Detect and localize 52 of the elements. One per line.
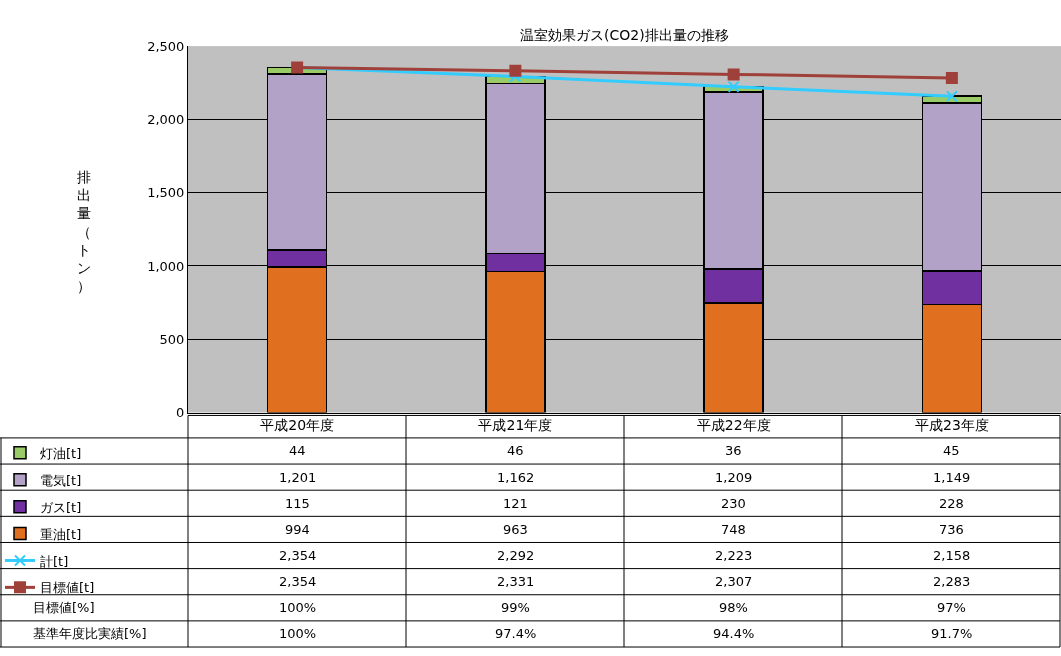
legend-label: ガス[t] <box>40 499 82 515</box>
text: 94.4% <box>713 626 755 641</box>
data-label: 228 <box>939 496 964 511</box>
y-axis-title: 排出量（トン） <box>77 169 91 295</box>
legend-label: 電気[t] <box>40 472 82 488</box>
text: 100% <box>279 600 317 615</box>
x-tick-label: 平成23年度 <box>914 417 989 434</box>
y-tick-label: 1,500 <box>147 185 185 201</box>
y-tick-label: 1,000 <box>147 258 185 274</box>
data-label: 2,292 <box>497 548 535 563</box>
x-tick-label: 平成21年度 <box>478 417 553 434</box>
y-tick-label: 2,000 <box>147 111 185 127</box>
data-label: 748 <box>721 522 746 537</box>
data-label: 2,331 <box>497 574 535 589</box>
data-label: 2,354 <box>279 548 317 563</box>
data-label: 2,307 <box>715 574 753 589</box>
chart-title: 温室効果ガス(CO2)排出量の推移 <box>520 27 729 43</box>
legend-label: 重油[t] <box>40 526 82 542</box>
y-tick-label: 500 <box>159 331 185 347</box>
text: 100% <box>279 626 317 641</box>
y-tick-label: 0 <box>176 405 185 421</box>
data-label: 230 <box>721 496 746 511</box>
data-label: 36 <box>725 443 742 458</box>
legend-label: 灯油[t] <box>40 445 82 461</box>
data-label: 963 <box>503 522 528 537</box>
data-label: 121 <box>503 496 528 511</box>
text: 99% <box>501 600 530 615</box>
text: 91.7% <box>931 626 973 641</box>
data-label: 44 <box>289 443 306 458</box>
data-label: 2,354 <box>279 574 317 589</box>
data-label: 115 <box>285 496 310 511</box>
x-tick-label: 平成20年度 <box>260 417 335 434</box>
text: 基準年度比実績[%] <box>33 626 147 641</box>
legend-label: 目標値[t] <box>40 580 95 596</box>
data-label: 2,223 <box>715 548 753 563</box>
data-label: 2,283 <box>933 574 971 589</box>
data-label: 736 <box>939 522 964 537</box>
text: 97.4% <box>495 626 537 641</box>
text: 97% <box>937 600 966 615</box>
data-label: 1,149 <box>933 470 971 485</box>
legend-label: 計[t] <box>40 553 69 569</box>
data-label: 1,209 <box>715 470 753 485</box>
data-label: 1,162 <box>497 470 535 485</box>
data-label: 994 <box>285 522 310 537</box>
data-label: 1,201 <box>279 470 317 485</box>
data-label: 2,158 <box>933 548 971 563</box>
data-label: 45 <box>943 443 960 458</box>
text: 目標値[%] <box>33 600 95 615</box>
text: 98% <box>719 600 748 615</box>
y-tick-label: 2,500 <box>147 38 185 54</box>
data-label: 46 <box>507 443 524 458</box>
x-tick-label: 平成22年度 <box>696 417 771 434</box>
